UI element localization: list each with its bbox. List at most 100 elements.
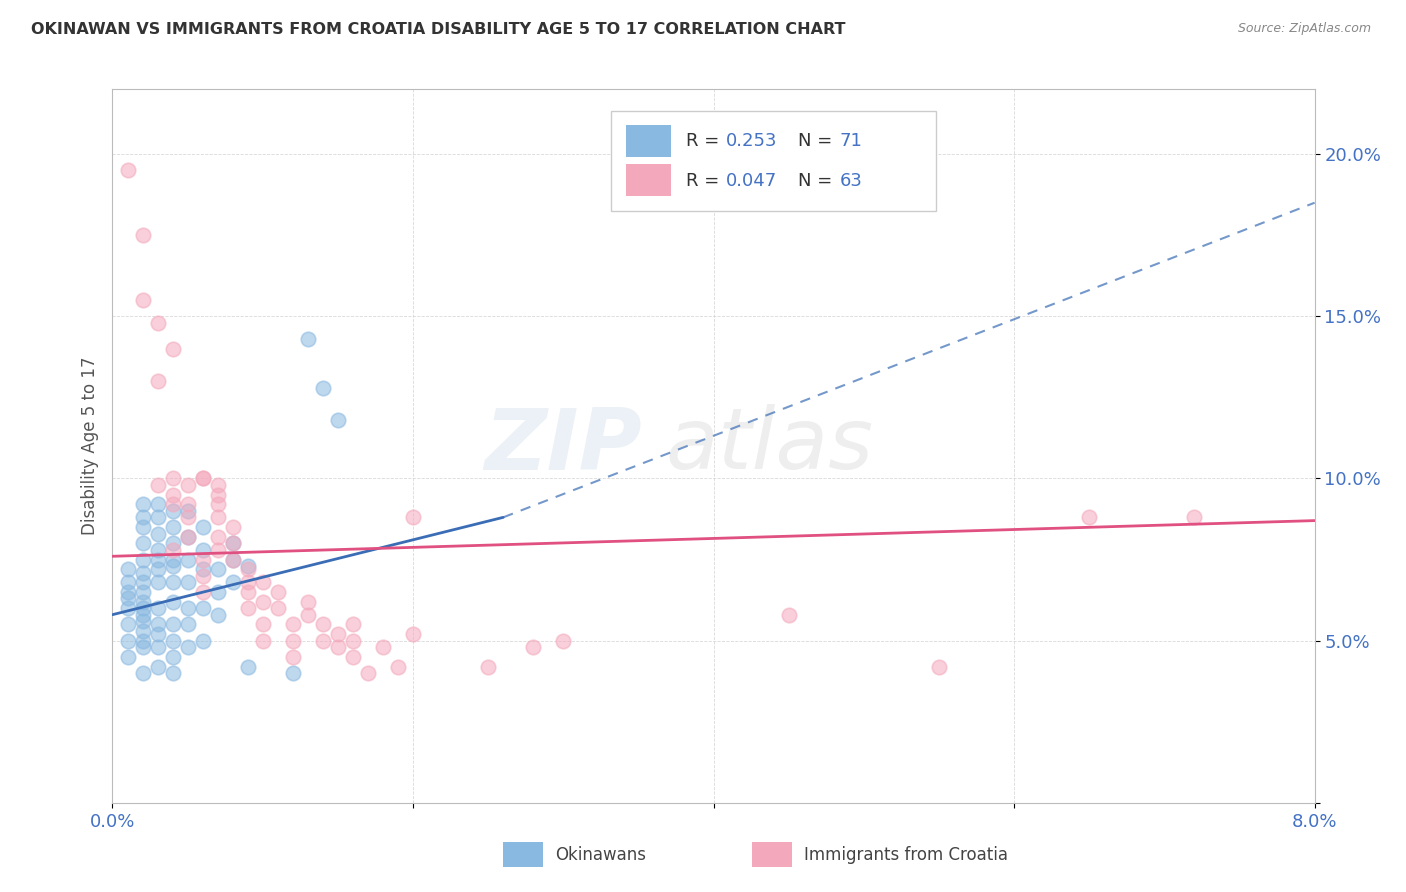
Point [146,526,169,541]
Point [162,595,184,609]
Point [297,607,319,622]
Point [222,575,245,590]
Point [553,633,575,648]
Point [146,601,169,615]
Text: atlas: atlas [665,404,873,488]
Point [326,413,349,427]
Point [191,601,214,615]
Point [207,488,229,502]
Point [131,552,153,566]
Point [131,601,153,615]
Point [176,640,198,654]
Point [146,497,169,511]
Point [176,478,198,492]
Point [207,562,229,576]
Point [176,530,198,544]
Point [176,617,198,632]
Point [207,478,229,492]
Point [162,504,184,518]
Point [236,585,259,599]
Point [131,228,153,243]
Point [117,163,139,178]
Point [522,640,544,654]
Text: N =: N = [797,171,838,189]
Point [342,617,364,632]
Text: Okinawans: Okinawans [555,846,647,863]
FancyBboxPatch shape [626,125,672,157]
Point [176,552,198,566]
Point [117,617,139,632]
Point [176,510,198,524]
Point [117,591,139,606]
Point [131,595,153,609]
Text: R =: R = [686,171,725,189]
Point [146,575,169,590]
Point [236,659,259,673]
Point [162,542,184,557]
Point [146,640,169,654]
FancyBboxPatch shape [626,164,672,196]
Point [222,536,245,550]
Point [236,559,259,574]
Point [191,568,214,582]
Point [162,666,184,681]
Text: OKINAWAN VS IMMIGRANTS FROM CROATIA DISABILITY AGE 5 TO 17 CORRELATION CHART: OKINAWAN VS IMMIGRANTS FROM CROATIA DISA… [31,22,845,37]
Point [146,478,169,492]
Point [162,342,184,356]
Text: 0.253: 0.253 [725,132,778,150]
Point [371,640,394,654]
Point [252,617,274,632]
Point [207,497,229,511]
Point [162,649,184,664]
Point [252,633,274,648]
Point [236,562,259,576]
Text: R =: R = [686,132,725,150]
Point [117,633,139,648]
Y-axis label: Disability Age 5 to 17: Disability Age 5 to 17 [80,357,98,535]
Point [117,601,139,615]
Point [252,595,274,609]
Point [191,471,214,485]
Text: 71: 71 [839,132,863,150]
Point [146,627,169,641]
Point [281,617,304,632]
Point [117,575,139,590]
Point [131,293,153,307]
Point [267,601,290,615]
Point [131,633,153,648]
Point [176,530,198,544]
Point [131,666,153,681]
Point [146,374,169,388]
Point [222,520,245,534]
Point [312,633,335,648]
Point [131,575,153,590]
Point [176,497,198,511]
Point [326,627,349,641]
Point [162,520,184,534]
Text: 0.047: 0.047 [725,171,778,189]
Point [207,510,229,524]
Point [281,633,304,648]
Point [207,607,229,622]
Point [297,595,319,609]
Text: ZIP: ZIP [484,404,641,488]
Point [162,617,184,632]
Point [162,536,184,550]
Point [131,520,153,534]
Point [281,666,304,681]
Point [146,542,169,557]
Point [146,316,169,330]
Point [326,640,349,654]
Point [131,566,153,580]
Point [477,659,499,673]
Point [402,627,425,641]
Point [131,497,153,511]
Point [236,601,259,615]
Point [778,607,800,622]
Point [176,601,198,615]
Point [191,552,214,566]
Point [131,510,153,524]
Point [191,562,214,576]
Point [1078,510,1101,524]
Point [131,640,153,654]
